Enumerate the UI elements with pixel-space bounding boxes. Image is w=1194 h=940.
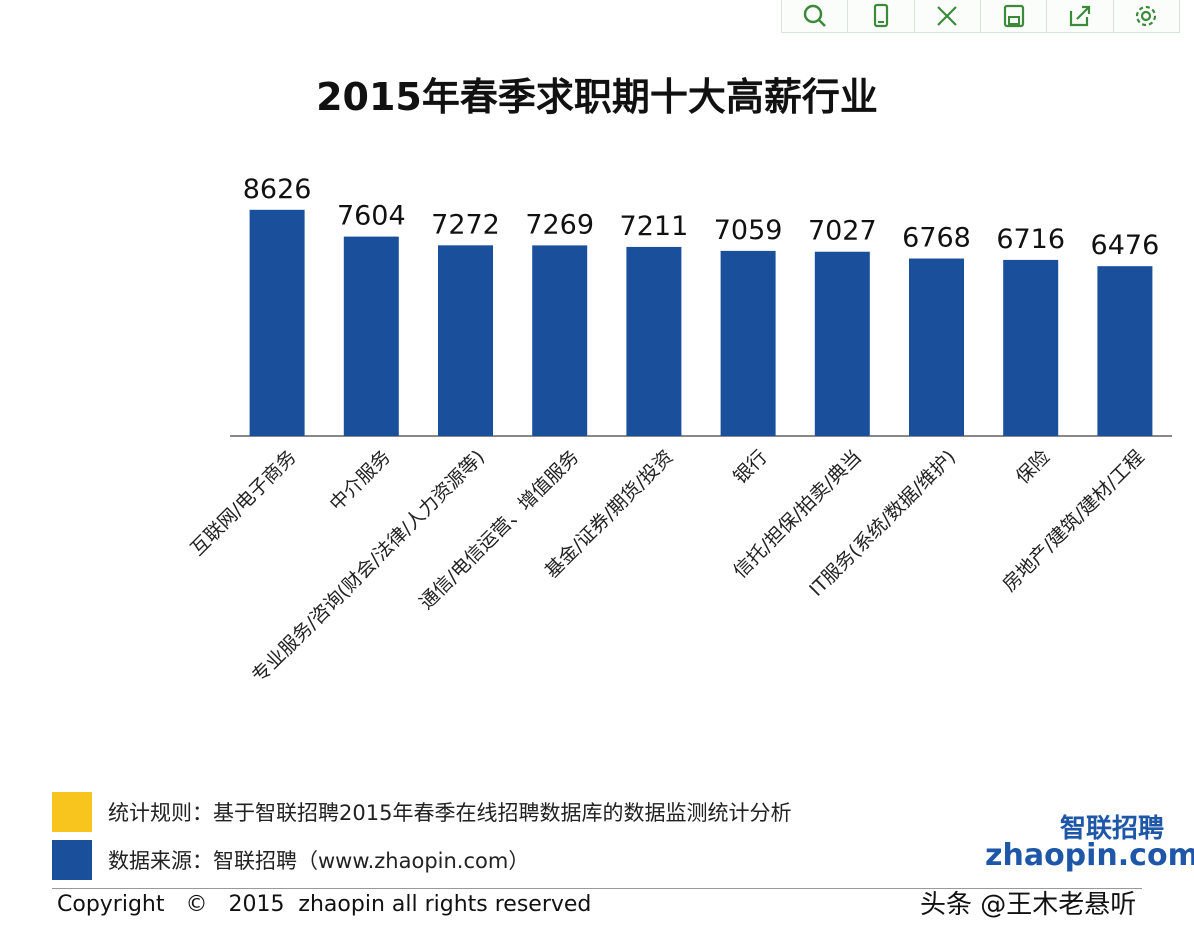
zoom-button[interactable] bbox=[782, 0, 847, 32]
legend-source-swatch bbox=[52, 840, 92, 880]
share-button[interactable] bbox=[1046, 0, 1112, 32]
logo-cn-text: 智联招聘 bbox=[1060, 814, 1165, 844]
bar-5 bbox=[720, 250, 776, 436]
bar-chart: 8626互联网/电子商务7604中介服务7272专业服务/咨询(财会/法律/人力… bbox=[187, 174, 1172, 687]
mobile-icon bbox=[873, 3, 889, 28]
save-icon bbox=[1003, 4, 1024, 28]
settings-icon bbox=[1136, 5, 1157, 27]
legend-source: 数据来源：智联招聘（www.zhaopin.com） bbox=[52, 840, 529, 880]
category-label-0: 互联网/电子商务 bbox=[187, 446, 301, 560]
chart-toolbar bbox=[781, 0, 1180, 33]
bar-2 bbox=[438, 245, 493, 436]
data-label-7: 6768 bbox=[902, 223, 971, 254]
data-label-4: 7211 bbox=[620, 211, 689, 242]
chart-title: 2015年春季求职期十大高薪行业 bbox=[316, 75, 878, 119]
legend-rule: 统计规则：基于智联招聘2015年春季在线招聘数据库的数据监测统计分析 bbox=[52, 792, 791, 832]
footer-divider bbox=[52, 888, 1142, 889]
legend-source-text: 数据来源：智联招聘（www.zhaopin.com） bbox=[108, 849, 530, 873]
logo-en-text: zhaopin.com bbox=[985, 838, 1194, 873]
bar-9 bbox=[1097, 266, 1153, 436]
legend-rule-text: 统计规则：基于智联招聘2015年春季在线招聘数据库的数据监测统计分析 bbox=[108, 801, 792, 825]
data-label-5: 7059 bbox=[714, 215, 783, 246]
zhaopin-logo: 智联招聘 zhaopin.com bbox=[985, 808, 1194, 888]
bar-6 bbox=[814, 251, 870, 436]
zoom-icon bbox=[803, 4, 826, 27]
mobile-button[interactable] bbox=[847, 0, 913, 32]
category-label-8: 保险 bbox=[1012, 446, 1054, 488]
data-label-2: 7272 bbox=[431, 209, 500, 240]
watermark-text: 头条 @王木老悬听 bbox=[920, 890, 1137, 920]
data-label-0: 8626 bbox=[243, 174, 312, 205]
category-label-1: 中介服务 bbox=[326, 446, 395, 515]
expand-button[interactable] bbox=[913, 0, 980, 32]
bar-8 bbox=[1003, 259, 1059, 436]
settings-button[interactable] bbox=[1112, 0, 1179, 32]
legend-rule-swatch bbox=[52, 792, 92, 832]
data-label-9: 6476 bbox=[1091, 230, 1160, 261]
share-icon bbox=[1069, 5, 1091, 27]
bar-7 bbox=[909, 258, 964, 436]
data-label-8: 6716 bbox=[996, 224, 1065, 255]
data-label-1: 7604 bbox=[337, 201, 406, 232]
save-button[interactable] bbox=[979, 0, 1046, 32]
category-label-5: 银行 bbox=[729, 446, 771, 488]
data-label-3: 7269 bbox=[525, 209, 594, 240]
bar-3 bbox=[532, 245, 588, 436]
copyright-text: Copyright © 2015 zhaopin all rights rese… bbox=[57, 892, 592, 917]
expand-icon bbox=[937, 6, 958, 26]
data-label-6: 7027 bbox=[808, 216, 877, 247]
bar-4 bbox=[626, 246, 682, 436]
bar-1 bbox=[343, 236, 399, 436]
category-label-3: 通信/电信运营、增值服务 bbox=[415, 446, 583, 614]
bar-0 bbox=[249, 209, 305, 436]
